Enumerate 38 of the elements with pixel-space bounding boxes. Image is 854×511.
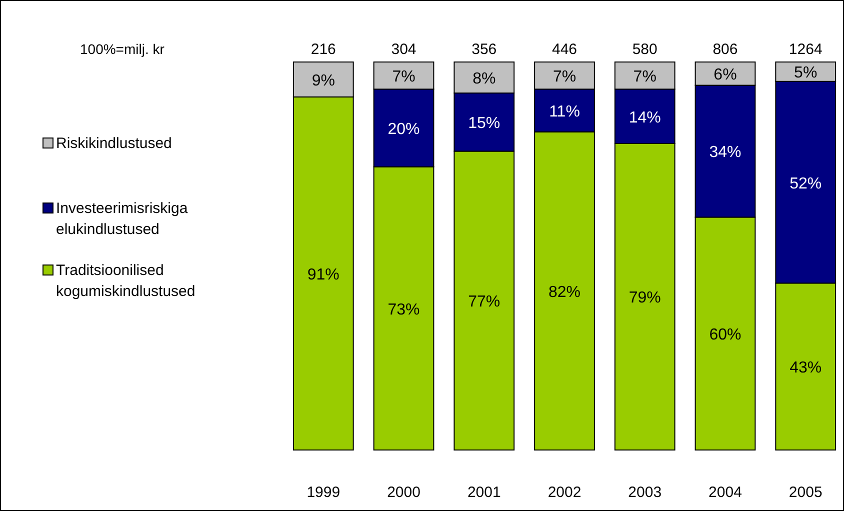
data-label: 7% [552, 68, 576, 86]
annotation: 216 [310, 41, 336, 58]
data-label: 5% [794, 64, 818, 82]
data-label: 9% [312, 72, 335, 90]
annotation: 304 [391, 41, 416, 58]
data-label: 91% [307, 266, 340, 284]
annotation: 806 [712, 41, 738, 58]
data-label: 8% [472, 70, 496, 88]
data-label: 14% [628, 109, 661, 126]
text: 100%=milj. kr [80, 41, 165, 57]
x-tick-label: 2000 [387, 484, 420, 501]
annotation: 446 [552, 41, 578, 58]
x-tick-label: 2005 [788, 484, 822, 501]
data-label: 20% [388, 120, 420, 138]
annotation: 356 [472, 41, 497, 58]
data-label: 7% [633, 68, 656, 86]
data-label: 79% [628, 290, 661, 307]
data-label: 60% [709, 326, 742, 344]
x-tick-label: 2004 [708, 484, 742, 501]
x-tick-label: 2001 [467, 484, 501, 501]
data-label: 77% [468, 294, 500, 311]
data-label: 34% [709, 144, 742, 162]
data-label: 43% [790, 360, 822, 377]
data-label: 6% [714, 66, 737, 84]
legend-label: Traditsioonilised kogumiskindlustused [56, 262, 196, 300]
legend-label: Riskikindlustused [56, 135, 172, 152]
data-label: 73% [388, 301, 420, 318]
x-tick-label: 1999 [306, 484, 340, 501]
legend-label: Investeerimisriskiga elukindlustused [56, 200, 188, 238]
data-label: 52% [790, 175, 822, 192]
x-tick-label: 2003 [628, 484, 662, 501]
data-label: 15% [468, 115, 500, 132]
x-tick-label: 2002 [548, 484, 582, 501]
data-label: 11% [549, 104, 580, 120]
data-label: 7% [392, 68, 416, 86]
annotation: 1264 [788, 41, 822, 58]
annotation: 580 [632, 41, 658, 58]
data-label: 82% [548, 284, 581, 301]
